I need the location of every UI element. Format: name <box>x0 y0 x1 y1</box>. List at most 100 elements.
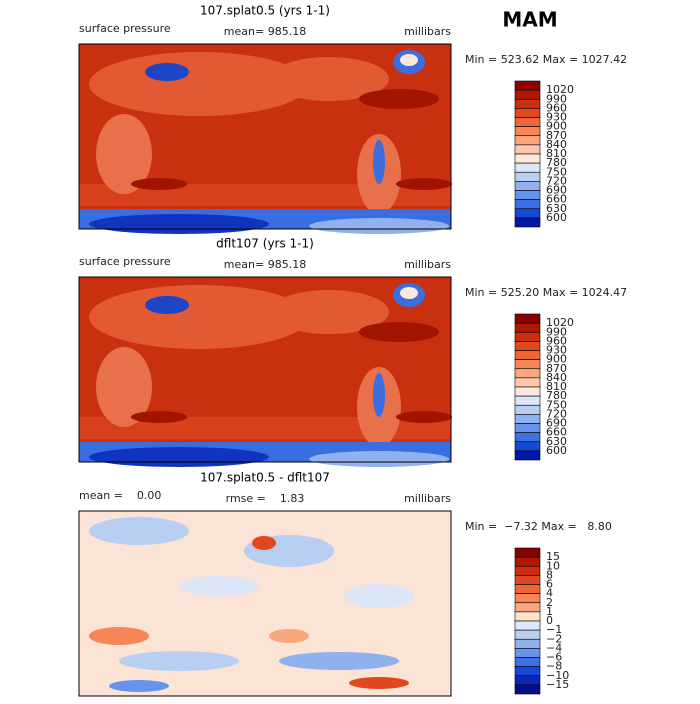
colorbar-box <box>514 629 541 640</box>
colorbar-label: 780 <box>546 389 567 402</box>
colorbar-box <box>514 377 541 388</box>
map-field <box>396 178 452 190</box>
panel-left-label: mean = 0.00 <box>79 489 161 502</box>
colorbar-label: 720 <box>546 407 567 420</box>
colorbar-box <box>514 414 541 424</box>
map-field <box>131 178 187 190</box>
map-field <box>359 89 439 109</box>
colorbar-label: 840 <box>546 371 567 384</box>
colorbar-box <box>514 666 541 677</box>
colorbar-box <box>514 322 541 333</box>
map-field <box>269 290 389 334</box>
colorbar-label: 690 <box>546 417 567 430</box>
panel-stats: Min = −7.32 Max = 8.80 <box>465 520 612 533</box>
colorbar-label: 600 <box>546 211 567 224</box>
panel-right-label: millibars <box>404 25 451 38</box>
colorbar-label: 1020 <box>546 83 574 96</box>
colorbar-label: −8 <box>546 660 562 673</box>
colorbar-label: 600 <box>546 444 567 457</box>
colorbar-label: −6 <box>546 651 562 664</box>
map <box>78 510 452 697</box>
colorbar-box <box>514 153 541 164</box>
colorbar-label: 4 <box>546 587 553 600</box>
colorbar-box <box>514 395 541 406</box>
colorbar-label: 990 <box>546 325 567 338</box>
colorbar-label: 750 <box>546 165 567 178</box>
map-field <box>89 285 309 349</box>
panel-stats: Min = 525.20 Max = 1024.47 <box>465 286 627 299</box>
map-field <box>400 54 418 66</box>
panel-left-label: surface pressure <box>79 255 171 268</box>
map-field <box>109 680 169 692</box>
map-field <box>145 296 189 314</box>
colorbar-label: −4 <box>546 641 562 654</box>
colorbar-box <box>514 450 541 461</box>
colorbar-label: 780 <box>546 156 567 169</box>
panel-title: 107.splat0.5 (yrs 1-1) <box>200 4 330 18</box>
colorbar-box <box>514 117 541 127</box>
colorbar-label: 900 <box>546 353 567 366</box>
map-field <box>373 140 385 184</box>
map-field <box>79 417 451 439</box>
colorbar-label: −2 <box>546 632 562 645</box>
map-field <box>309 451 449 467</box>
map-field <box>145 63 189 81</box>
colorbar-label: 810 <box>546 380 567 393</box>
colorbar-box <box>514 648 541 658</box>
colorbar-label: 810 <box>546 147 567 160</box>
colorbar-label: 870 <box>546 362 567 375</box>
colorbar-label: 900 <box>546 120 567 133</box>
colorbar-box <box>514 386 541 397</box>
colorbar-box <box>514 432 541 443</box>
colorbar-label: 960 <box>546 334 567 347</box>
panel-right-label: millibars <box>404 258 451 271</box>
map-field <box>89 52 309 116</box>
panel-left-label: surface pressure <box>79 22 171 35</box>
map-field <box>89 627 149 645</box>
colorbar-label: 990 <box>546 92 567 105</box>
map-field <box>373 373 385 417</box>
panel-center-label: rmse = 1.83 <box>226 492 305 505</box>
colorbar-box <box>514 556 541 567</box>
colorbar-box <box>514 593 541 604</box>
map-field <box>344 584 414 608</box>
colorbar-box <box>514 162 541 173</box>
colorbar-box <box>514 441 541 452</box>
colorbar-box <box>514 208 541 219</box>
colorbar-box <box>514 313 541 324</box>
colorbar-box <box>514 144 541 155</box>
colorbar-box <box>514 80 541 91</box>
map-field <box>89 214 269 234</box>
colorbar-box <box>514 135 541 146</box>
colorbar-box <box>514 199 541 210</box>
colorbar-box <box>514 675 541 686</box>
colorbar-label: 930 <box>546 111 567 124</box>
colorbar-box <box>514 181 541 191</box>
colorbar-box <box>514 565 541 576</box>
map <box>78 43 452 234</box>
colorbar-label: 6 <box>546 578 553 591</box>
colorbar-label: 630 <box>546 435 567 448</box>
colorbar-box <box>514 350 541 360</box>
colorbar-label: 960 <box>546 101 567 114</box>
colorbar-box <box>514 368 541 379</box>
colorbar-box <box>514 171 541 182</box>
map-field <box>131 411 187 423</box>
colorbar-label: 1 <box>546 605 553 618</box>
map-field <box>79 184 451 206</box>
panel-stats: Min = 523.62 Max = 1027.42 <box>465 53 627 66</box>
map-frame <box>78 510 452 697</box>
colorbar-box <box>514 657 541 667</box>
map-field <box>269 57 389 101</box>
map-frame <box>78 276 452 463</box>
colorbar-label: 630 <box>546 202 567 215</box>
colorbar-label: 15 <box>546 550 560 563</box>
colorbar-box <box>514 341 541 351</box>
panel-title: dflt107 (yrs 1-1) <box>216 237 314 251</box>
map-field <box>359 322 439 342</box>
colorbar-box <box>514 126 541 137</box>
colorbar-box <box>514 547 541 558</box>
colorbar-box <box>514 638 541 649</box>
colorbar-box <box>514 89 541 100</box>
colorbar-label: 8 <box>546 568 553 581</box>
